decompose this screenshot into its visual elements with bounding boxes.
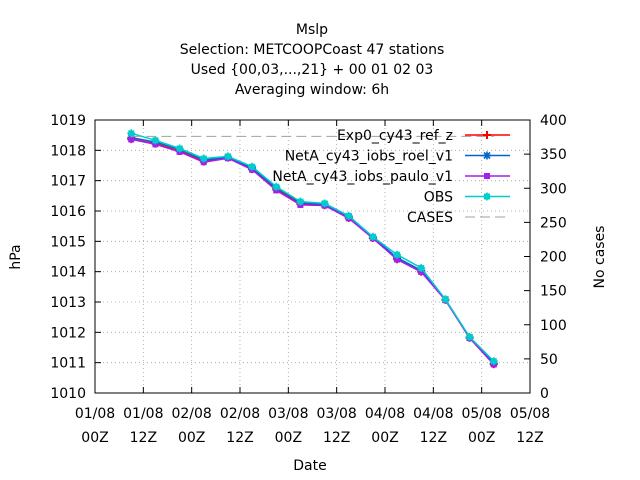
- y-tick-label: 1017: [50, 174, 86, 190]
- x-tick-label: 00Z: [275, 430, 302, 446]
- legend-marker: [484, 173, 490, 179]
- title-line: Used {00,03,...,21} + 00 01 02 03: [191, 62, 434, 78]
- y-tick-label: 1016: [50, 204, 86, 220]
- y2-tick-label: 150: [540, 284, 567, 300]
- data-point: [489, 357, 498, 366]
- series-line: [131, 132, 495, 362]
- y-tick-label: 1015: [50, 234, 86, 250]
- data-point: [394, 256, 401, 263]
- data-point: [417, 264, 426, 273]
- x-tick-label: 12Z: [226, 430, 253, 446]
- data-point: [344, 211, 353, 220]
- x-tick-label: 03/08: [316, 406, 356, 422]
- x-tick-label: 04/08: [413, 406, 453, 422]
- series-line: [131, 138, 495, 366]
- y2-tick-label: 300: [540, 181, 567, 197]
- x-tick-label: 00Z: [81, 430, 108, 446]
- y-tick-label: 1019: [50, 113, 86, 129]
- x-tick-label: 12Z: [420, 430, 447, 446]
- series-obs: [127, 129, 498, 366]
- x-tick-label: 00Z: [178, 430, 205, 446]
- data-point: [199, 154, 208, 163]
- legend-item: OBS: [424, 190, 510, 206]
- x-tick-label: 00Z: [468, 430, 495, 446]
- x-tick-label: 01/08: [123, 406, 163, 422]
- y-tick-label: 1010: [50, 386, 86, 402]
- x-tick-label: 05/08: [461, 406, 501, 422]
- data-point: [368, 232, 377, 241]
- legend-item: NetA_cy43_iobs_paulo_v1: [272, 169, 510, 185]
- title-line: Averaging window: 6h: [235, 82, 389, 98]
- x-tick-label: 03/08: [268, 406, 308, 422]
- legend-label: NetA_cy43_iobs_roel_v1: [285, 149, 453, 165]
- x-tick-label: 12Z: [516, 430, 543, 446]
- legend-marker: [483, 192, 491, 201]
- y2-tick-label: 50: [540, 352, 558, 368]
- legend-marker: [483, 131, 491, 139]
- legend-item: Exp0_cy43_ref_z: [337, 128, 510, 144]
- legend-item: CASES: [407, 210, 510, 226]
- y2-tick-label: 400: [540, 113, 567, 129]
- y-tick-label: 1014: [50, 265, 86, 281]
- axes: 1010 1011 1012 1013 1014 1015 1016 1017 1018 1019…: [50, 113, 566, 446]
- y2-axis-label: No cases: [592, 226, 608, 289]
- data-point: [296, 197, 305, 206]
- y2-tick-label: 200: [540, 250, 567, 266]
- y-tick-label: 1012: [50, 325, 86, 341]
- y2-tick-label: 250: [540, 215, 567, 231]
- data-point: [272, 182, 281, 191]
- y-tick-label: 1011: [50, 356, 86, 372]
- x-tick-label: 02/08: [220, 406, 260, 422]
- grid: [95, 120, 530, 393]
- title-line: Mslp: [296, 22, 328, 38]
- title-line: Selection: METCOOPCoast 47 stations: [180, 42, 445, 58]
- y-tick-label: 1013: [50, 295, 86, 311]
- y2-tick-label: 100: [540, 318, 567, 334]
- x-tick-label: 12Z: [323, 430, 350, 446]
- y-tick-label: 1018: [50, 143, 86, 159]
- data-point: [248, 162, 257, 171]
- data-point: [465, 332, 474, 341]
- x-tick-label: 00Z: [371, 430, 398, 446]
- legend-label: Exp0_cy43_ref_z: [337, 128, 453, 144]
- legend-marker: [483, 151, 491, 160]
- chart-title: Mslp Selection: METCOOPCoast 47 stations U…: [180, 22, 445, 98]
- legend-label: CASES: [407, 210, 453, 226]
- data-point: [151, 136, 160, 145]
- data-point: [441, 295, 450, 304]
- data-point: [175, 144, 184, 153]
- x-tick-label: 12Z: [130, 430, 157, 446]
- y-axis-label: hPa: [8, 244, 24, 269]
- data-point: [128, 136, 135, 143]
- y2-tick-label: 350: [540, 147, 567, 163]
- series-layer: [127, 129, 498, 369]
- x-tick-label: 05/08: [510, 406, 550, 422]
- x-tick-label: 02/08: [171, 406, 211, 422]
- legend-label: NetA_cy43_iobs_paulo_v1: [272, 169, 453, 185]
- x-tick-label: 04/08: [365, 406, 405, 422]
- data-point: [127, 129, 136, 138]
- y2-tick-label: 0: [540, 386, 549, 402]
- x-axis-label: Date: [293, 458, 326, 474]
- legend: Exp0_cy43_ref_z NetA_cy43_iobs_roel_v1 Net…: [272, 128, 510, 226]
- legend-label: OBS: [424, 190, 453, 206]
- data-point: [320, 199, 329, 208]
- data-point: [393, 250, 402, 259]
- data-point: [223, 152, 232, 161]
- x-tick-label: 01/08: [75, 406, 115, 422]
- legend-item: NetA_cy43_iobs_roel_v1: [285, 149, 510, 165]
